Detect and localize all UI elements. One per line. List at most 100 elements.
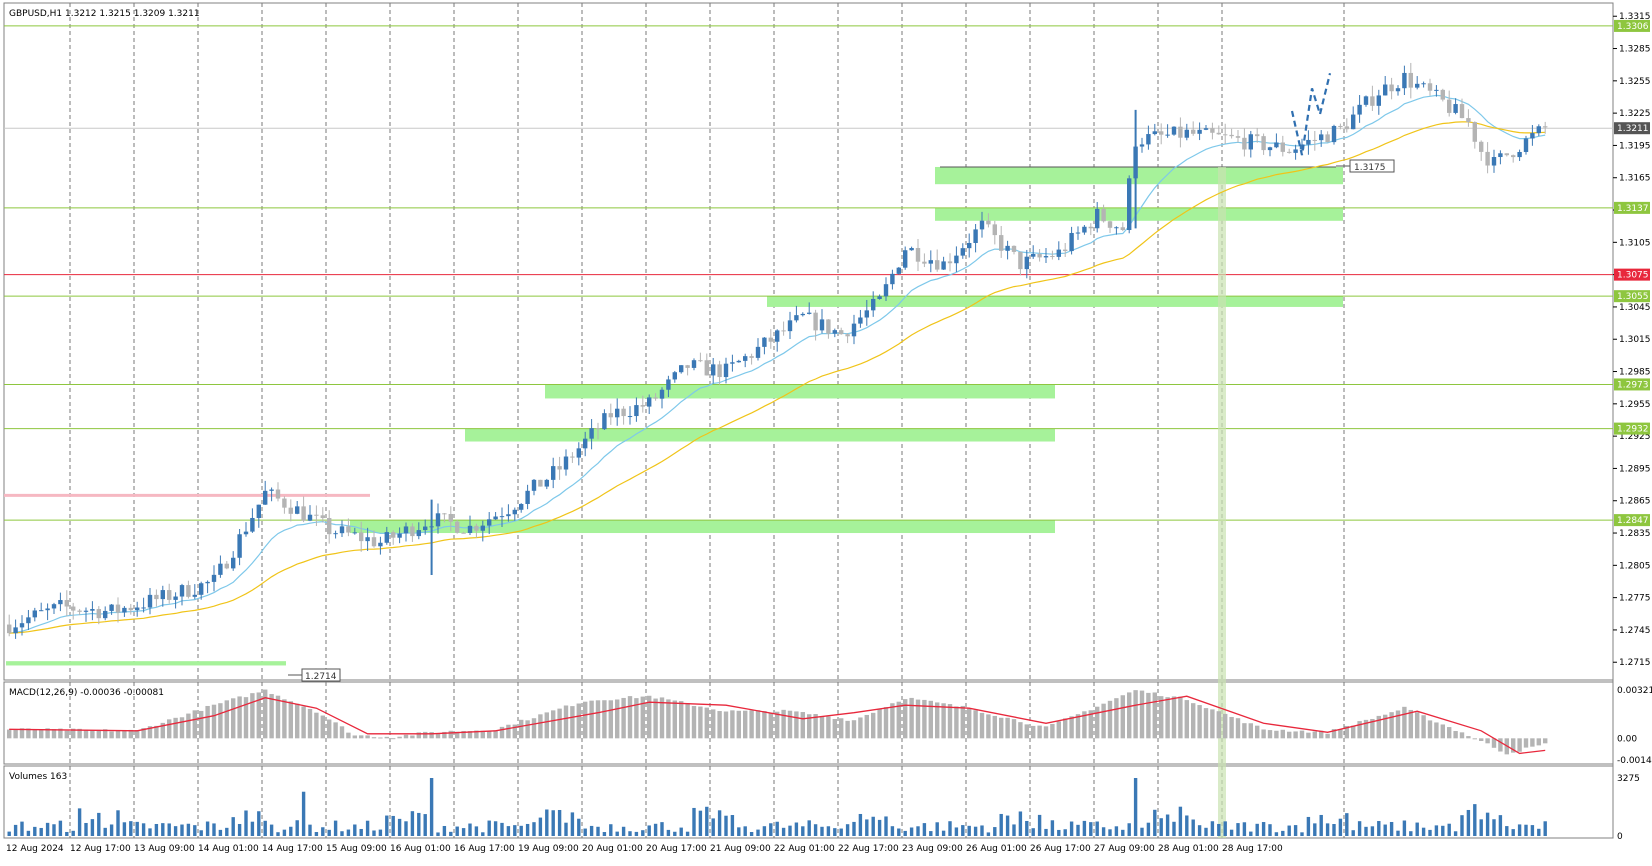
volume-bar <box>314 832 319 836</box>
candle <box>877 294 882 300</box>
candle <box>327 510 332 544</box>
price-tag-label: 1.3306 <box>1617 22 1649 32</box>
macd-histogram-bar <box>359 735 364 739</box>
volume-bar <box>410 811 415 836</box>
candle <box>896 266 901 275</box>
volume-bar <box>609 824 613 836</box>
candle <box>173 592 178 609</box>
volume-bar <box>231 817 235 836</box>
volume-bar <box>1031 828 1035 836</box>
volume-bar <box>1511 829 1515 836</box>
volume-bar <box>359 828 363 836</box>
candle <box>96 606 101 625</box>
macd-histogram-bar <box>1306 732 1311 739</box>
candle <box>647 394 652 415</box>
candle <box>1274 133 1279 149</box>
macd-histogram-bar <box>1043 726 1049 739</box>
macd-histogram-bar <box>544 712 549 739</box>
candle <box>762 337 767 355</box>
macd-histogram-bar <box>1018 722 1023 739</box>
macd-histogram-bar <box>1075 714 1081 739</box>
volume-bar <box>1479 819 1483 836</box>
macd-histogram-bar <box>58 728 63 739</box>
macd-histogram-bar <box>275 695 281 739</box>
candle <box>1389 77 1394 100</box>
price-pane[interactable] <box>3 2 1614 681</box>
candle <box>1223 123 1228 144</box>
volume-bar <box>129 821 133 836</box>
candle <box>839 327 844 335</box>
support-zone <box>6 661 286 666</box>
macd-histogram-bar <box>1498 738 1503 752</box>
volume-bar <box>1402 820 1407 836</box>
volume-bar <box>1492 819 1496 836</box>
volume-bar <box>1236 823 1240 836</box>
candle <box>1351 106 1356 130</box>
volume-bar <box>244 810 248 836</box>
macd-histogram-bar <box>845 720 850 739</box>
macd-histogram-bar <box>435 733 441 739</box>
macd-histogram-bar <box>531 718 537 739</box>
level-annotation-1.3175[interactable]: 1.3175 <box>1336 159 1395 173</box>
volume-bar <box>628 831 632 836</box>
price-tag-label: 1.3075 <box>1617 271 1649 281</box>
volume-bar <box>436 832 440 836</box>
macd-histogram-bar <box>327 719 332 739</box>
time-tick-label: 14 Aug 01:00 <box>198 844 259 854</box>
candle <box>1139 137 1145 153</box>
candle <box>538 479 543 487</box>
price-tag-green: 1.3137 <box>1614 201 1650 214</box>
price-tag-label: 1.2847 <box>1617 516 1649 526</box>
candle <box>83 607 89 622</box>
candle <box>109 603 114 615</box>
candle <box>1267 146 1273 157</box>
price-tag-green: 1.2973 <box>1614 378 1650 391</box>
horizontal-levels <box>4 25 1613 521</box>
volume-bar <box>1114 826 1119 836</box>
macd-histogram-bar <box>1235 718 1241 739</box>
candle <box>1344 118 1349 133</box>
price-tick-label: 1.3285 <box>1619 45 1651 55</box>
volume-bar <box>1357 821 1362 836</box>
candle <box>45 603 50 621</box>
volume-bar <box>1370 826 1375 836</box>
price-tick-label: 1.2955 <box>1619 400 1651 410</box>
level-annotation-1.2714[interactable]: 1.2714 <box>288 668 341 682</box>
volume-bar <box>1421 827 1426 836</box>
candle <box>730 354 735 372</box>
volume-bar <box>698 810 703 836</box>
volume-bar <box>973 826 978 836</box>
time-tick-label: 23 Aug 09:00 <box>902 844 963 854</box>
volume-bar <box>404 821 408 836</box>
candlestick-series <box>7 62 1548 639</box>
candle <box>288 499 293 522</box>
candle <box>813 309 818 341</box>
macd-histogram-bar <box>595 700 601 739</box>
volume-bar <box>948 821 952 836</box>
macd-histogram-bar <box>730 710 735 739</box>
volume-bar <box>154 823 159 836</box>
candle <box>410 523 415 542</box>
macd-histogram-bar <box>1255 725 1260 739</box>
macd-histogram-bar <box>1101 703 1106 739</box>
macd-histogram-bar <box>51 729 57 739</box>
macd-histogram-bar <box>1351 725 1356 739</box>
candle <box>141 597 146 613</box>
candle <box>1011 245 1017 255</box>
volume-bar <box>1434 825 1439 836</box>
candle <box>1171 126 1177 136</box>
candle <box>1370 85 1375 111</box>
volume-bar <box>897 828 901 836</box>
volume-bar <box>1146 822 1151 836</box>
macd-histogram-bar <box>1383 714 1388 739</box>
macd-histogram-bar <box>1338 729 1343 739</box>
forecast-zigzag[interactable] <box>1290 73 1332 156</box>
macd-histogram-bar <box>39 730 44 739</box>
macd-histogram-bar <box>499 726 505 739</box>
price-tick-label: 1.2925 <box>1619 432 1651 442</box>
volume-bar <box>109 824 114 836</box>
candle <box>1498 150 1503 165</box>
volume-bar <box>1076 824 1080 836</box>
